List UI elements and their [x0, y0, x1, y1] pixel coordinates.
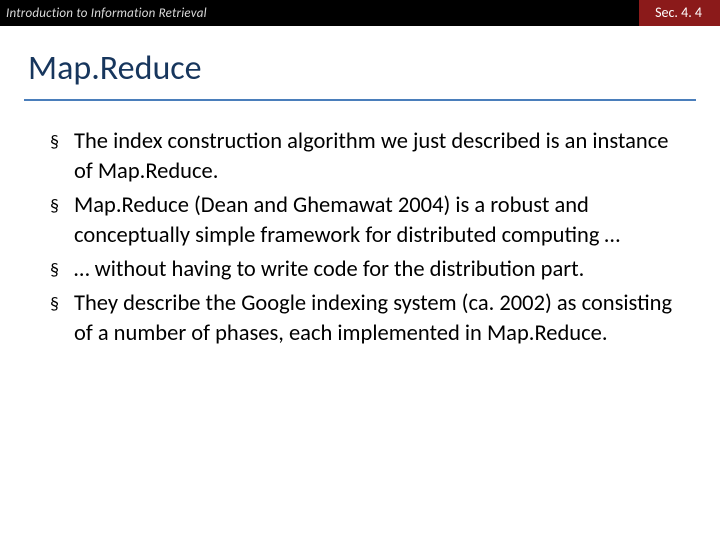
bullet-text: The index construction algorithm we just… [74, 127, 684, 187]
bullet-item: § The index construction algorithm we ju… [50, 127, 684, 187]
bullet-text: … without having to write code for the d… [74, 255, 584, 285]
slide-title: Map.Reduce [0, 26, 720, 93]
header-left-text: Introduction to Information Retrieval [0, 6, 207, 21]
bullet-marker-icon: § [50, 191, 74, 221]
bullet-item: § Map.Reduce (Dean and Ghemawat 2004) is… [50, 191, 684, 251]
bullet-item: § They describe the Google indexing syst… [50, 289, 684, 349]
content-area: § The index construction algorithm we ju… [0, 101, 720, 349]
bullet-marker-icon: § [50, 289, 74, 319]
bullet-text: Map.Reduce (Dean and Ghemawat 2004) is a… [74, 191, 684, 251]
header-section-badge: Sec. 4. 4 [639, 0, 720, 26]
bullet-item: § … without having to write code for the… [50, 255, 684, 285]
bullet-marker-icon: § [50, 255, 74, 285]
bullet-marker-icon: § [50, 127, 74, 157]
slide: Introduction to Information Retrieval Se… [0, 0, 720, 540]
bullet-text: They describe the Google indexing system… [74, 289, 684, 349]
header-bar: Introduction to Information Retrieval Se… [0, 0, 720, 26]
